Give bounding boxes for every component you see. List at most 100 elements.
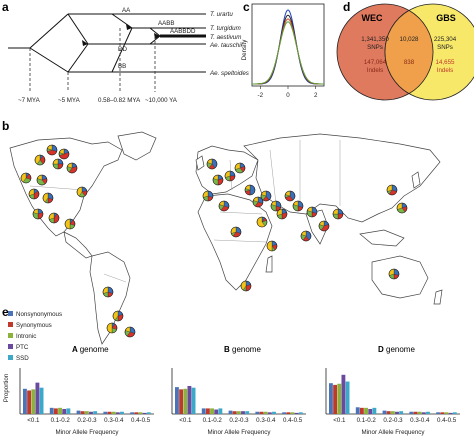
pie-outline xyxy=(28,188,40,200)
bar-ptc xyxy=(267,412,272,414)
sample-pie xyxy=(224,170,236,182)
bar-chart-title: B genome xyxy=(224,345,261,354)
bar-ssd xyxy=(93,411,98,414)
new-zealand xyxy=(433,289,443,305)
pie-outline xyxy=(76,186,88,198)
bar-ssd xyxy=(218,408,223,414)
time-058-mya: 0.58–0.82 MYA xyxy=(98,97,141,104)
pie-slice xyxy=(249,184,256,196)
legend-label-ptc: PTC xyxy=(16,344,29,351)
bar-intronic xyxy=(263,411,268,414)
sample-pie xyxy=(234,162,246,174)
legend-label-synonymous: Synonymous xyxy=(16,322,52,329)
venn-wec-snps-label: SNPs xyxy=(367,44,383,51)
bar-nonsynonymous xyxy=(329,383,333,414)
bar-intronic xyxy=(417,411,422,414)
venn-label-gbs: GBS xyxy=(436,13,456,23)
bar-intronic xyxy=(111,411,116,414)
sample-pie xyxy=(332,208,344,220)
bar-intronic xyxy=(210,408,214,414)
bar-nonsynonymous xyxy=(382,410,387,414)
bar-ptc xyxy=(187,386,192,414)
bar-ssd xyxy=(272,411,276,414)
venn-label-wec: WEC xyxy=(362,13,383,23)
sample-pie xyxy=(48,212,60,224)
bar-ssd xyxy=(146,412,151,414)
bar-ptc xyxy=(115,412,120,414)
panel-a-phylogeny: a xyxy=(2,0,249,104)
sample-pie xyxy=(28,188,40,200)
density-ylabel: Density xyxy=(241,39,248,61)
bar-intronic xyxy=(364,407,368,414)
sample-pie xyxy=(52,158,64,170)
pie-outline xyxy=(306,206,318,218)
bar-ptc xyxy=(214,409,219,414)
sample-pie xyxy=(388,268,400,280)
genome-label-dd: DD xyxy=(118,46,127,53)
sample-pie xyxy=(202,190,214,202)
sample-pie xyxy=(256,216,268,228)
pie-outline xyxy=(52,158,64,170)
pie-outline xyxy=(292,200,304,212)
pie-outline xyxy=(300,230,312,242)
density-curves xyxy=(252,9,324,85)
legend-label-ssd: SSD xyxy=(16,355,29,362)
venn-overlap-indels: 838 xyxy=(404,59,415,66)
sample-pie xyxy=(206,158,218,170)
legend-swatch-synonymous xyxy=(8,322,13,327)
density-series-4 xyxy=(252,21,324,85)
sample-pie xyxy=(32,208,44,220)
bar-synonymous xyxy=(205,408,210,414)
sample-pie xyxy=(260,190,272,202)
bar-nonsynonymous xyxy=(436,412,441,414)
bar-synonymous xyxy=(413,411,418,414)
pie-outline xyxy=(234,162,246,174)
bar-synonymous xyxy=(440,412,445,414)
bar-nonsynonymous xyxy=(130,412,135,414)
madagascar xyxy=(265,255,273,273)
pie-outline xyxy=(266,240,278,252)
x-tick-label: 0.4-0.5 xyxy=(437,417,457,424)
x-axis-label: Minor Allele Frequency xyxy=(56,429,120,436)
bar-ssd xyxy=(426,411,430,414)
bar-synonymous xyxy=(286,412,291,414)
greenland xyxy=(117,131,157,161)
species-ae-tauschii: Ae. tauschii xyxy=(209,42,243,49)
british-isles xyxy=(195,155,205,171)
bar-synonymous xyxy=(333,384,338,414)
europe xyxy=(195,145,259,195)
pie-outline xyxy=(270,200,282,212)
bar-ptc xyxy=(35,382,40,414)
x-tick-label: 0.4-0.5 xyxy=(283,417,303,424)
legend-swatch-nonsynonymous xyxy=(8,311,13,316)
venn-overlap-snps: 10,028 xyxy=(400,36,419,43)
bar-nonsynonymous xyxy=(282,412,287,414)
venn-gbs-snps: 225,304 xyxy=(434,36,457,43)
panel-letter-e: e xyxy=(2,305,9,319)
panel-b-world-map: b xyxy=(2,119,443,345)
bar-intronic xyxy=(337,383,342,414)
sample-pie xyxy=(318,220,330,232)
bar-ptc xyxy=(341,374,346,414)
x-tick-label: 0.3-0.4 xyxy=(104,417,124,424)
x-tick-label: <0.1 xyxy=(179,417,192,424)
bar-synonymous xyxy=(80,411,85,414)
legend-label-intronic: Intronic xyxy=(16,333,36,340)
density-x-tick-label: 2 xyxy=(314,92,318,99)
pie-outline xyxy=(206,158,218,170)
bar-intronic xyxy=(236,411,241,414)
panel-letter-d: d xyxy=(343,0,350,14)
bar-chart-b-genome: <0.1 0.1-0.2 0.2-0.3 0.3-0.4 0.4-0.5 B genome… xyxy=(171,345,306,436)
bar-synonymous xyxy=(179,389,184,414)
bar-nonsynonymous xyxy=(201,408,206,414)
sample-pie xyxy=(292,200,304,212)
pie-outline xyxy=(396,202,408,214)
x-tick-label: <0.1 xyxy=(333,417,346,424)
bar-ptc xyxy=(395,411,399,414)
sample-pie xyxy=(42,192,54,204)
x-tick-label: 0.2-0.3 xyxy=(383,417,403,424)
india xyxy=(305,209,329,245)
venn-gbs-indels-label: Indels xyxy=(437,67,454,74)
species-t-turgidum: T. turgidum xyxy=(210,25,241,32)
pie-outline xyxy=(386,184,398,196)
